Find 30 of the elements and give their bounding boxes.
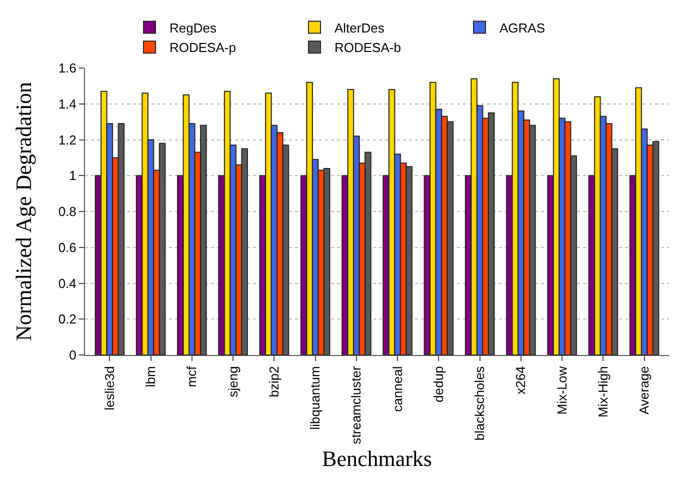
y-tick-label: 0.2 — [58, 312, 76, 327]
x-tick-label: libquantum — [308, 366, 323, 430]
y-tick-label: 1.4 — [58, 96, 76, 112]
y-axis-title: Normalized Age Degradation — [11, 82, 36, 342]
y-tick-label: 0.6 — [58, 240, 76, 255]
y-tick-label: 0.8 — [58, 204, 76, 220]
x-tick-label: bzip2 — [266, 366, 282, 398]
x-tick-label: streamcluster — [348, 366, 364, 444]
legend-label: AlterDes — [334, 20, 385, 36]
x-tick-label: Mix-Low — [554, 366, 570, 415]
y-tick-label: 1.6 — [58, 60, 76, 76]
x-tick-label: mcf — [184, 366, 200, 388]
x-tick-label: canneal — [390, 366, 405, 412]
x-tick-label: lbm — [143, 366, 158, 388]
x-tick-label: blackscholes — [472, 366, 488, 441]
x-tick-label: x264 — [513, 366, 528, 394]
x-axis-title: Benchmarks — [322, 446, 432, 472]
x-tick-label: Average — [636, 366, 652, 414]
x-tick-label: sjeng — [225, 366, 240, 398]
x-tick-label: Mix-High — [595, 366, 610, 418]
x-tick-label: leslie3d — [102, 366, 117, 410]
x-tick-label: dedup — [430, 366, 446, 402]
y-tick-label: 1.2 — [58, 132, 76, 148]
legend-label: AGRAS — [500, 20, 546, 36]
y-tick-label: 1 — [69, 168, 76, 184]
legend-label: RODESA-b — [334, 40, 401, 56]
y-tick-label: 0 — [69, 348, 76, 363]
legend-label: RODESA-p — [170, 40, 236, 56]
legend-label: RegDes — [170, 20, 217, 36]
y-tick-label: 0.4 — [58, 276, 76, 291]
